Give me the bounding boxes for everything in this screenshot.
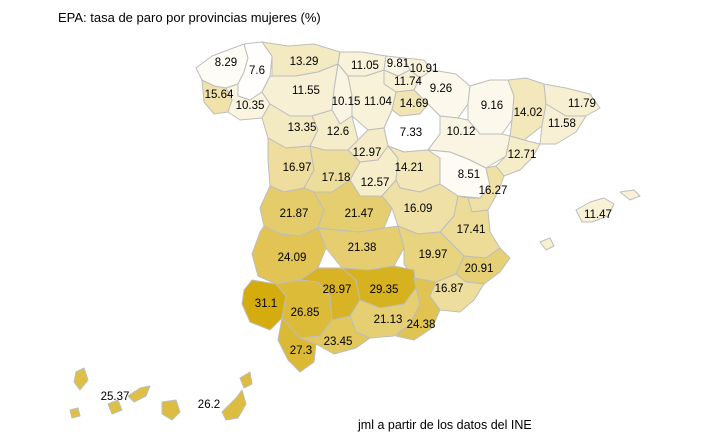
region-value-malaga: 23.45 (324, 336, 353, 348)
map-title: EPA: tasa de paro por provincias mujeres… (58, 10, 321, 25)
region-value-leon: 11.55 (292, 85, 320, 97)
region-value-cantabria: 11.05 (351, 60, 379, 72)
region-value-badajoz: 24.09 (278, 252, 307, 264)
region-value-cuenca: 16.09 (404, 203, 433, 215)
region-value-granada: 21.13 (374, 314, 403, 326)
region-baleares[interactable] (539, 189, 641, 251)
region-value-zaragoza: 10.12 (447, 126, 476, 138)
region-tarragona[interactable] (495, 135, 541, 177)
region-value-almeria: 24.38 (407, 319, 436, 331)
region-badajoz[interactable] (251, 225, 327, 285)
region-value-castellon: 16.27 (479, 185, 508, 197)
region-value-navarra: 9.26 (430, 83, 452, 95)
region-value-albacete: 19.97 (419, 249, 448, 261)
region-value-huesca: 9.16 (481, 100, 503, 112)
region-value-baleares: 11.47 (584, 209, 612, 221)
region-value-cordoba: 28.97 (323, 284, 352, 296)
region-value-bizkaia: 9.81 (387, 58, 409, 70)
region-lleida[interactable] (507, 77, 547, 141)
region-malaga[interactable] (299, 315, 371, 355)
region-santa-cruz-de-tenerife[interactable] (69, 367, 151, 419)
region-value-araba: 11.74 (394, 76, 423, 88)
region-value-las-palmas: 26.2 (198, 399, 220, 411)
region-value-santa-cruz-de-tenerife: 25.37 (101, 391, 130, 403)
region-value-valencia: 17.41 (457, 224, 486, 236)
region-value-murcia: 16.87 (435, 283, 464, 295)
region-value-salamanca: 16.97 (283, 162, 312, 174)
region-huesca[interactable] (467, 79, 515, 135)
region-value-pontevedra: 15.64 (205, 89, 234, 101)
region-value-zamora: 13.35 (288, 122, 317, 134)
region-value-lugo: 7.6 (249, 65, 265, 77)
region-value-soria: 7.33 (400, 127, 422, 139)
region-value-guadalajara: 14.21 (395, 162, 424, 174)
region-value-la-rioja: 14.69 (400, 98, 429, 110)
region-value-palencia: 10.15 (332, 96, 361, 108)
region-value-asturias: 13.29 (290, 56, 319, 68)
region-value-gipuzkoa: 10.91 (410, 63, 439, 75)
region-value-segovia: 12.97 (353, 147, 382, 159)
region-value-sevilla: 26.85 (291, 307, 320, 319)
region-value-a-coruna: 8.29 (215, 57, 237, 69)
region-value-cadiz: 27.3 (290, 345, 312, 357)
region-value-teruel: 8.51 (458, 169, 480, 181)
region-value-avila: 17.18 (322, 172, 351, 184)
map-credit: jml a partir de los datos del INE (358, 418, 532, 432)
region-almeria[interactable] (395, 277, 441, 341)
region-value-tarragona: 12.71 (508, 149, 537, 161)
region-value-jaen: 29.35 (370, 284, 399, 296)
region-value-girona: 11.79 (568, 98, 596, 110)
region-value-valladolid: 12.6 (327, 126, 349, 138)
region-barcelona[interactable] (539, 103, 587, 145)
region-value-alicante: 20.91 (465, 263, 494, 275)
region-value-huelva: 31.1 (255, 298, 277, 310)
region-value-toledo: 21.47 (345, 208, 374, 220)
region-las-palmas[interactable] (161, 371, 253, 421)
region-value-madrid: 12.57 (361, 177, 390, 189)
region-value-ciudad-real: 21.38 (348, 242, 377, 254)
region-value-caceres: 21.87 (280, 208, 309, 220)
region-value-barcelona: 11.58 (548, 118, 576, 130)
region-toledo[interactable] (313, 179, 393, 233)
region-value-lleida: 14.02 (514, 107, 543, 119)
region-value-burgos: 11.04 (364, 96, 393, 108)
region-value-ourense: 10.35 (236, 100, 265, 112)
